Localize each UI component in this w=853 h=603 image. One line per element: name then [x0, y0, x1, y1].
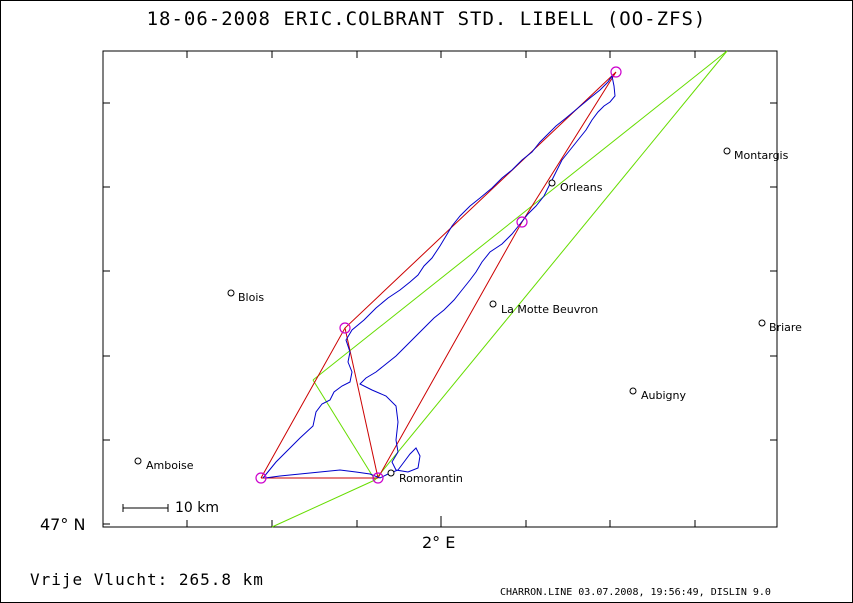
city-marker: [387, 469, 395, 477]
map-title: 18-06-2008 ERIC.COLBRANT STD. LIBELL (OO…: [146, 8, 707, 30]
city-marker: [227, 289, 235, 297]
city-label-amboise: Amboise: [146, 459, 194, 472]
city-label-orleans: Orleans: [560, 181, 603, 194]
turnpoint-marker: [372, 472, 384, 484]
city-label-blois: Blois: [238, 291, 265, 304]
scale-bar-label: 10 km: [175, 500, 220, 516]
task-leg: [344, 327, 379, 479]
flight-track: [262, 74, 616, 479]
city-label-romorantin: Romorantin: [399, 472, 463, 485]
turnpoint-marker: [339, 322, 351, 334]
turnpoint-marker: [610, 66, 622, 78]
city-marker: [629, 387, 637, 395]
latitude-label: 47° N: [40, 515, 86, 534]
axis-ticks: [103, 51, 777, 527]
flight-distance: Vrije Vlucht: 265.8 km: [30, 570, 264, 589]
city-marker: [758, 319, 766, 327]
scale-bar: [122, 504, 169, 512]
city-marker: [548, 179, 556, 187]
city-markers: [134, 147, 766, 477]
observation-sectors: [271, 50, 728, 528]
city-label-briare: Briare: [769, 321, 802, 334]
plot-frame: [102, 50, 778, 528]
city-marker: [489, 300, 497, 308]
city-label-la-motte-beuvron: La Motte Beuvron: [501, 303, 599, 316]
city-label-montargis: Montargis: [734, 149, 789, 162]
turnpoint-marker: [516, 216, 528, 228]
turnpoint-marker: [255, 472, 267, 484]
longitude-label: 2° E: [422, 533, 456, 552]
city-label-aubigny: Aubigny: [641, 389, 686, 402]
turnpoints: [255, 66, 622, 484]
city-marker: [134, 457, 142, 465]
footer-info: CHARRON.LINE 03.07.2008, 19:56:49, DISLI…: [500, 587, 771, 598]
task-route: [260, 71, 617, 479]
city-marker: [723, 147, 731, 155]
